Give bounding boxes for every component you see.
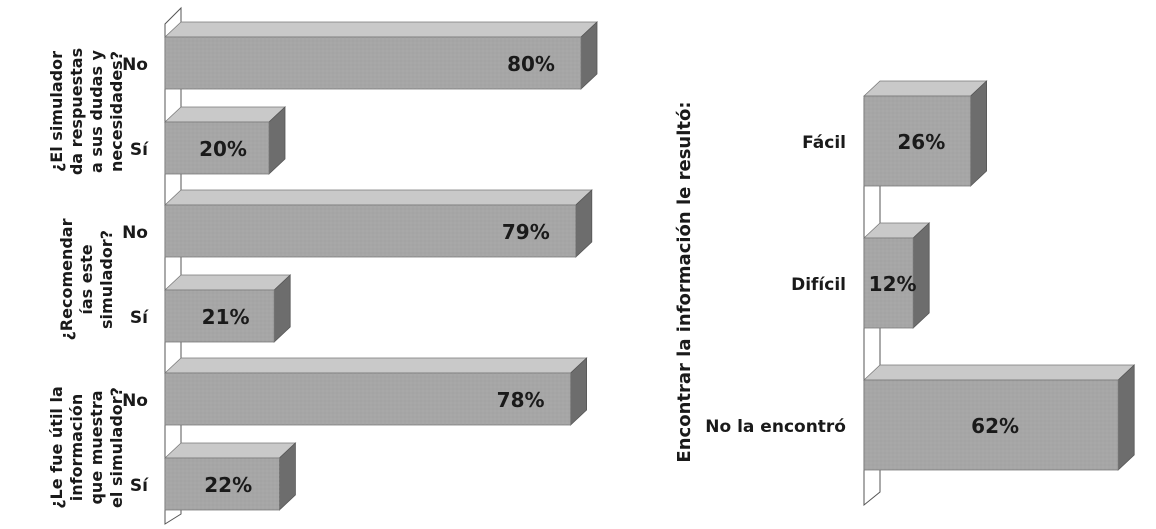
category-label: No [122, 55, 148, 75]
bar-s-1-texture [165, 290, 275, 342]
bar-no-2-top [163, 357, 588, 374]
bar-s-0-top [163, 106, 287, 123]
bar-no-1-top [163, 189, 593, 206]
bar-s-2-texture [165, 458, 280, 510]
question-label-line: da respuestas [67, 48, 86, 175]
category-label: No [122, 391, 148, 411]
category-label: No la encontró [705, 417, 846, 437]
right-chart-bars: 26% 12% 62% [862, 80, 1136, 471]
bar-fcil-side [970, 80, 987, 187]
bar-no-0: 80% [163, 21, 599, 90]
bar-s-0-texture [165, 122, 269, 174]
left-chart-bars: 80% 20% 79% 21% 78% 22% [163, 21, 599, 511]
bar-s-2-top [163, 442, 297, 459]
right-chart: 26% 12% 62% Fácil Difícil No la encontró Enc… [674, 80, 1136, 507]
bar-no-0-texture [165, 37, 581, 89]
left-chart-wall [164, 6, 182, 525]
bar-no-1: 79% [163, 189, 593, 258]
question-label-line: el simulador? [107, 387, 126, 508]
question-label-line: información [67, 394, 86, 502]
question-label-line: ías este [77, 244, 96, 314]
bar-nolaencontr: 62% [862, 364, 1136, 471]
bar-nolaencontr-top [862, 364, 1136, 381]
bar-s-0: 20% [163, 106, 287, 175]
bar-nolaencontr-value-label: 62% [971, 414, 1019, 438]
bar-no-0-top [163, 21, 599, 38]
bar-s-0-value-label: 20% [199, 137, 247, 161]
bar-s-2: 22% [163, 442, 297, 511]
right-chart-axis-title: Encontrar la información le resultó: [674, 101, 695, 462]
category-label: Sí [130, 476, 149, 496]
category-label: Sí [130, 140, 149, 160]
category-label: Sí [130, 308, 149, 328]
bar-no-0-value-label: 80% [507, 52, 555, 76]
bar-fcil-value-label: 26% [897, 130, 945, 154]
question-label-line: simulador? [97, 230, 116, 329]
bar-difcil-texture [864, 238, 914, 328]
category-label: No [122, 223, 148, 243]
question-label-line: ¿Le fue útil la [47, 386, 66, 509]
bar-no-1-value-label: 79% [502, 220, 550, 244]
bar-nolaencontr-side [1117, 364, 1135, 471]
question-label-line: necesidades? [107, 51, 126, 172]
bar-fcil-texture [864, 96, 971, 186]
bar-difcil: 12% [862, 222, 931, 329]
bar-s-2-value-label: 22% [204, 473, 252, 497]
bar-difcil-value-label: 12% [869, 272, 917, 296]
category-label: Fácil [802, 133, 846, 153]
left-chart: 80% 20% 79% 21% 78% 22% No Sí No Sí No Sí ¿El simu… [47, 6, 599, 525]
bar-fcil-top [862, 80, 988, 97]
right-chart-category-labels: Fácil Difícil No la encontró [705, 133, 846, 437]
bar-no-2-texture [165, 373, 571, 425]
left-chart-category-labels: No Sí No Sí No Sí [122, 55, 149, 496]
bar-s-1-top [163, 274, 292, 291]
bar-no-2: 78% [163, 357, 588, 426]
question-label-line: a sus dudas y [87, 49, 106, 173]
question-label-line: ¿El simulador [47, 51, 66, 172]
category-label: Difícil [791, 275, 846, 295]
question-label-line: que muestra [87, 390, 106, 504]
question-label-line: ¿Recomendar [57, 218, 76, 340]
bar-no-2-value-label: 78% [497, 388, 545, 412]
bar-fcil: 26% [862, 80, 988, 187]
bar-nolaencontr-texture [864, 380, 1119, 470]
bar-s-1-value-label: 21% [202, 305, 250, 329]
bar-no-1-texture [165, 205, 576, 257]
bar-s-1: 21% [163, 274, 292, 343]
